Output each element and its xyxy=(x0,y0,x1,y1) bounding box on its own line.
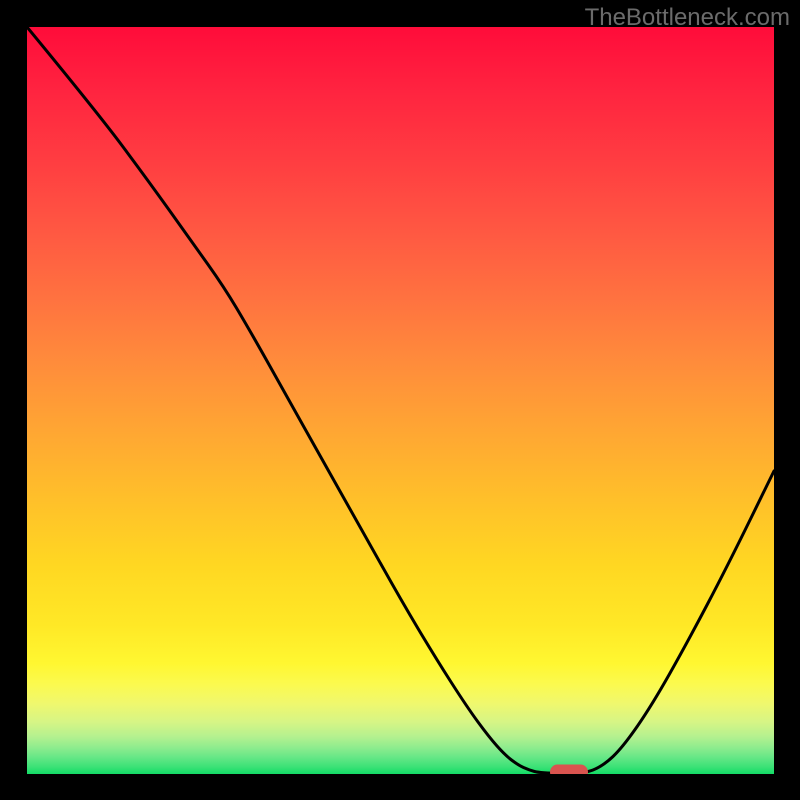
score-marker xyxy=(550,765,588,775)
plot-area xyxy=(27,27,774,774)
chart-container: TheBottleneck.com xyxy=(0,0,800,800)
watermark-text: TheBottleneck.com xyxy=(585,4,790,32)
bottleneck-curve xyxy=(27,27,774,774)
